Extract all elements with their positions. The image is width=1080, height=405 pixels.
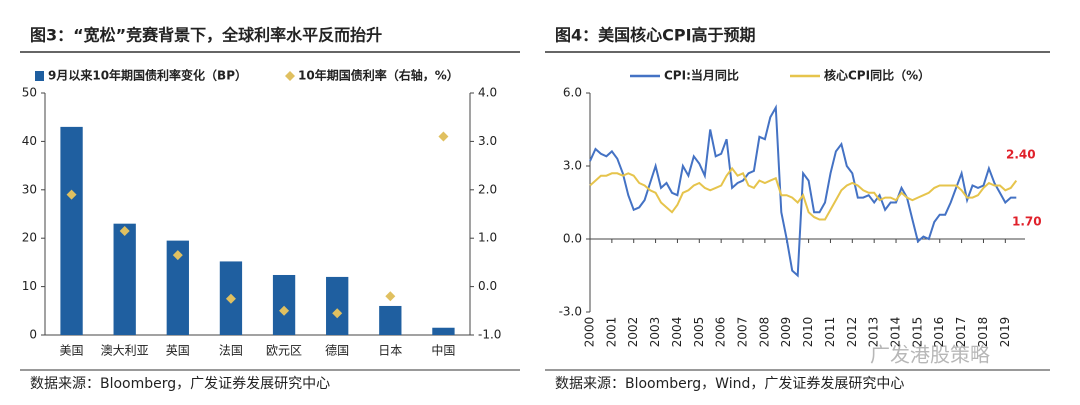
source: 数据来源：Bloomberg，Wind，广发证券发展研究中心 [555,376,904,392]
legend-label: CPI:当月同比 [664,68,739,83]
y2-tick-label: 4.0 [478,86,497,100]
legend-label: 9月以来10年期国债利率变化（BP） [48,68,247,83]
x-tick-label: 英国 [166,344,190,358]
chart-title: 图3：“宽松”竞赛背景下，全球利率水平反而抬升 [30,26,382,45]
legend-label: 10年期国债利率（右轴，%） [298,68,459,83]
bar [272,274,296,335]
annotation: 2.40 [1006,148,1036,162]
x-tick-label: 2006 [714,317,728,348]
y-tick-label: 20 [22,231,37,245]
y-tick-label: 40 [22,134,37,148]
point [66,189,77,200]
x-tick-label: 2011 [823,317,837,348]
x-tick-label: 2001 [604,317,618,348]
x-tick-label: 2000 [583,317,597,348]
annotation: 1.70 [1012,215,1042,229]
y-tick-label: 30 [22,182,37,196]
x-tick-label: 日本 [378,344,402,358]
x-tick-label: 2009 [779,317,793,348]
x-tick-label: 德国 [325,343,349,358]
legend-label: 核心CPI同比（%） [824,68,930,83]
y2-tick-label: 2.0 [478,182,497,196]
legend-swatch [285,71,295,81]
x-tick-label: 法国 [219,344,243,358]
point [438,131,449,142]
x-tick-label: 中国 [431,343,455,358]
chart-title: 图4：美国核心CPI高于预期 [555,26,756,45]
x-tick-label: 美国 [60,344,84,358]
bar [60,126,83,335]
y-tick-label: 50 [22,86,37,100]
point [225,293,236,304]
watermark: 广发港股策略 [870,343,990,367]
y2-tick-label: 1.0 [478,231,497,245]
x-tick-label: 2015 [910,317,924,348]
point [332,308,343,319]
bar [379,305,402,335]
point [119,225,130,236]
point [279,305,290,316]
x-tick-label: 澳大利亚 [101,344,149,358]
y-tick-label: 0 [29,328,37,342]
bar [432,327,455,335]
x-tick-label: 2007 [736,317,750,348]
x-tick-label: 2004 [670,317,684,348]
x-tick-label: 2008 [757,317,771,348]
x-tick-label: 2016 [932,317,946,348]
x-tick-label: 2005 [692,317,706,348]
y-tick-label: -3.0 [559,305,582,319]
x-tick-label: 2013 [867,317,881,348]
y2-tick-label: 0.0 [478,279,497,293]
x-tick-label: 2003 [648,317,662,348]
x-tick-label: 2002 [626,317,640,348]
y-tick-label: 0.0 [563,232,582,246]
x-tick-label: 2012 [845,317,859,348]
point [172,250,183,261]
source: 数据来源：Bloomberg，广发证券发展研究中心 [30,376,330,392]
bar [166,240,189,335]
line [589,104,1017,278]
x-tick-label: 2017 [954,317,968,348]
y-tick-label: 6.0 [563,86,582,100]
x-tick-label: 2010 [801,317,815,348]
line [589,166,1018,221]
y2-tick-label: 3.0 [478,134,497,148]
y-tick-label: 10 [22,279,37,293]
legend-swatch [35,71,44,81]
x-tick-label: 2019 [998,317,1012,348]
bar [326,276,349,335]
y-tick-label: 3.0 [563,159,582,173]
x-tick-label: 欧元区 [266,344,302,358]
x-tick-label: 2014 [889,317,903,348]
y2-tick-label: -1.0 [478,328,501,342]
point [385,291,396,302]
x-tick-label: 2018 [976,317,990,348]
bar [113,223,136,335]
